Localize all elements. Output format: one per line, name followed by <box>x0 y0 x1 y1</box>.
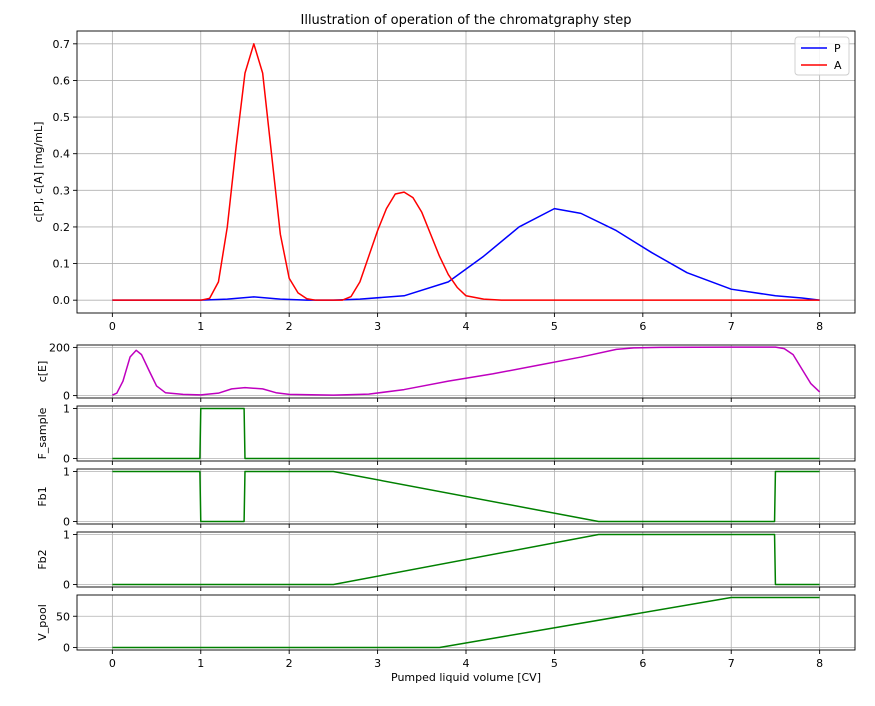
series-line-v_pool-0 <box>112 596 820 649</box>
y-tick-label-ce: 200 <box>49 341 70 354</box>
x-tick-label-conc: 7 <box>728 320 735 333</box>
y-tick-label-fb2: 0 <box>63 579 70 592</box>
y-tick-label-v_pool: 0 <box>63 642 70 655</box>
series-line-ce-0 <box>112 346 821 396</box>
y-axis-label-fb2: Fb2 <box>36 549 49 569</box>
panel-v_pool: 0 1 2 3 4 5 6 7 8 0 50 V_pool <box>36 594 856 670</box>
y-axis-label-fb1: Fb1 <box>36 486 49 506</box>
series-line-conc-P <box>112 207 820 301</box>
y-tick-label-conc: 0.5 <box>53 111 71 124</box>
y-tick-label-conc: 0.0 <box>53 294 71 307</box>
series-line-conc-A <box>112 43 820 301</box>
x-tick-label-v_pool: 2 <box>286 657 293 670</box>
y-axis-label-v_pool: V_pool <box>36 604 49 641</box>
x-tick-label-v_pool: 8 <box>816 657 823 670</box>
figure-x-axis-label: Pumped liquid volume [CV] <box>391 671 541 684</box>
y-tick-label-conc: 0.6 <box>53 74 71 87</box>
y-tick-label-f_sample: 0 <box>63 453 70 466</box>
x-tick-label-v_pool: 4 <box>463 657 470 670</box>
y-tick-label-conc: 0.2 <box>53 221 71 234</box>
y-axis-label-conc: c[P], c[A] [mg/mL] <box>32 122 45 223</box>
grid-v_pool <box>77 595 855 650</box>
x-tick-label-conc: 3 <box>374 320 381 333</box>
x-tick-label-v_pool: 6 <box>639 657 646 670</box>
x-tick-label-conc: 6 <box>639 320 646 333</box>
y-axis-label-f_sample: F_sample <box>36 407 49 459</box>
grid-f_sample <box>77 406 855 461</box>
grid-conc <box>77 31 855 313</box>
legend: PA <box>794 36 850 76</box>
y-tick-label-conc: 0.4 <box>53 148 71 161</box>
y-tick-label-fb2: 1 <box>63 529 70 542</box>
x-tick-label-conc: 0 <box>109 320 116 333</box>
y-axis-label-ce: c[E] <box>36 361 49 383</box>
panel-f_sample: 0 1 F_sample <box>36 403 856 466</box>
y-tick-label-conc: 0.1 <box>53 258 71 271</box>
y-tick-label-fb1: 0 <box>63 516 70 529</box>
figure-title: Illustration of operation of the chromat… <box>301 13 632 28</box>
x-tick-label-v_pool: 1 <box>197 657 204 670</box>
x-tick-label-conc: 8 <box>816 320 823 333</box>
x-tick-label-v_pool: 7 <box>728 657 735 670</box>
x-tick-label-conc: 5 <box>551 320 558 333</box>
panel-fb1: 0 1 Fb1 <box>36 466 856 529</box>
x-tick-label-conc: 4 <box>463 320 470 333</box>
legend-label-A: A <box>834 59 842 72</box>
grid-ce <box>77 345 855 398</box>
x-tick-label-v_pool: 0 <box>109 657 116 670</box>
y-tick-label-f_sample: 1 <box>63 403 70 416</box>
y-tick-label-fb1: 1 <box>63 466 70 479</box>
series-line-fb2-0 <box>112 533 820 586</box>
x-tick-label-v_pool: 5 <box>551 657 558 670</box>
y-tick-label-conc: 0.3 <box>53 184 71 197</box>
x-tick-label-conc: 2 <box>286 320 293 333</box>
y-tick-label-v_pool: 50 <box>56 610 70 623</box>
panel-conc: 0 1 2 3 4 5 6 7 8 0.0 0.1 0.2 0.3 0.4 0.5 0.6 0.7 c[P], c… <box>32 30 856 333</box>
y-tick-label-conc: 0.7 <box>53 38 71 51</box>
series-line-fb1-0 <box>112 470 820 523</box>
x-tick-label-v_pool: 3 <box>374 657 381 670</box>
panel-fb2: 0 1 Fb2 <box>36 529 856 592</box>
y-tick-label-ce: 0 <box>63 390 70 403</box>
x-tick-label-conc: 1 <box>197 320 204 333</box>
series-line-f_sample-0 <box>112 407 820 460</box>
legend-label-P: P <box>834 42 841 55</box>
